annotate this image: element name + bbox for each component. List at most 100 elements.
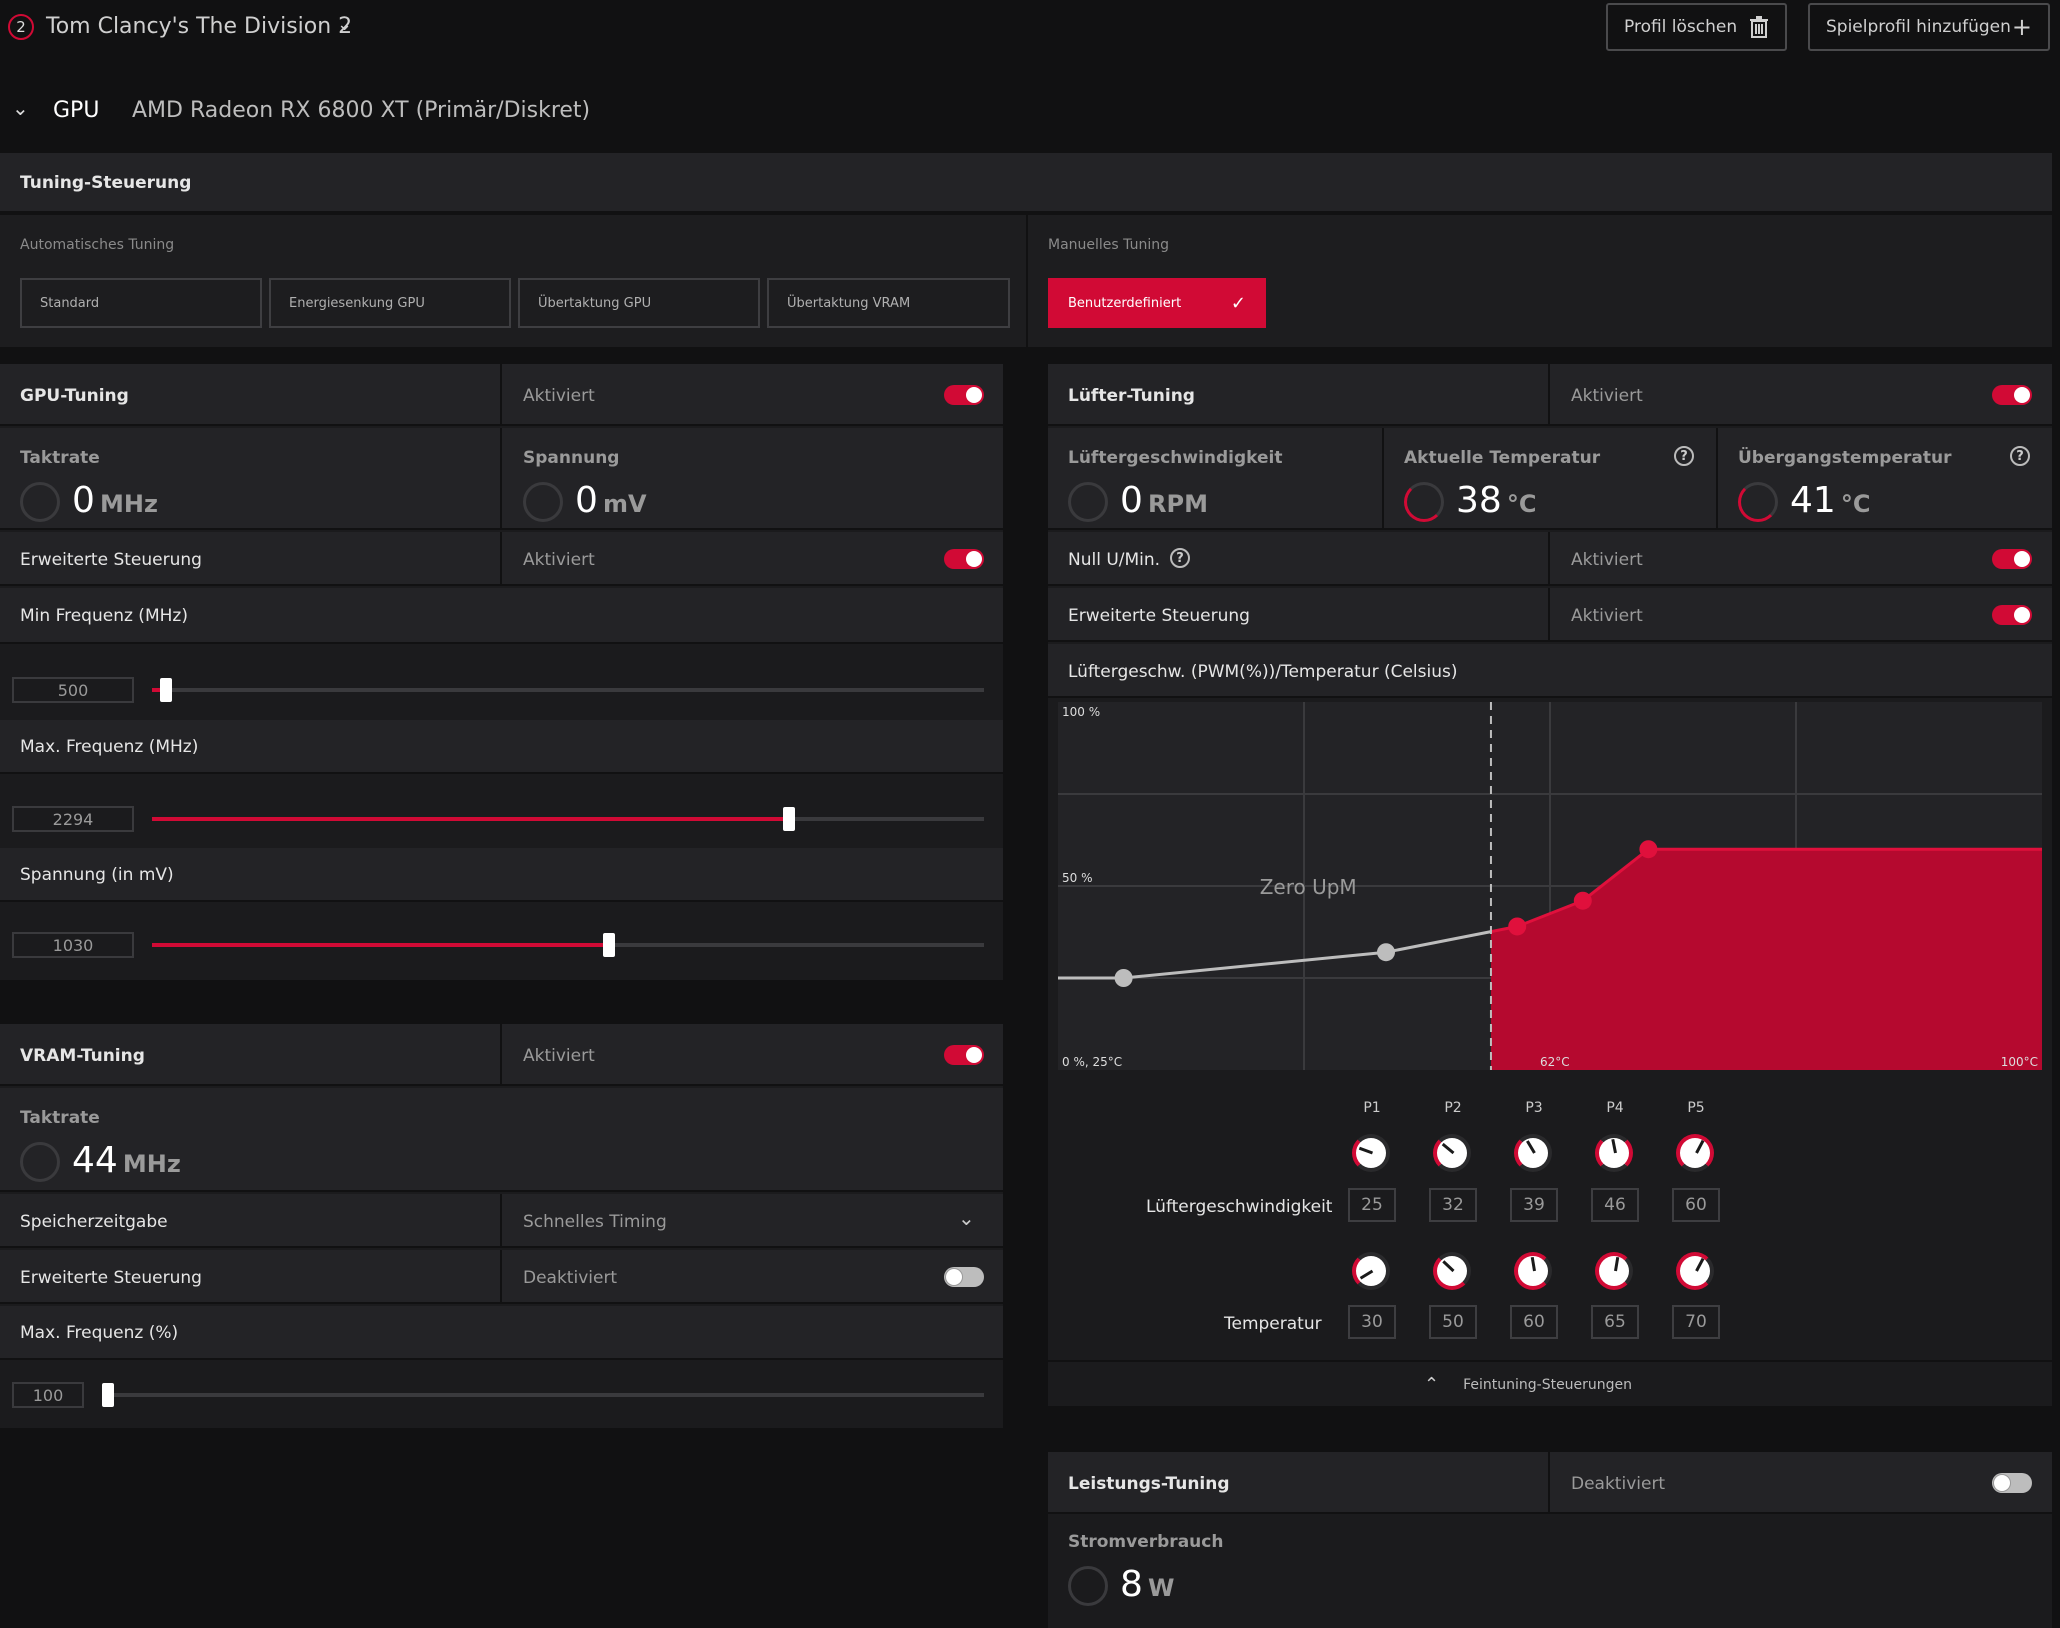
power-tuning-panel: Leistungs-Tuning Deaktiviert Stromverbra… bbox=[1048, 1452, 2052, 1628]
memory-timing-chevron-icon[interactable]: ⌄ bbox=[958, 1206, 975, 1230]
temp-row-label: Temperatur bbox=[1224, 1314, 1322, 1334]
memory-timing-label: Speicherzeitgabe bbox=[20, 1212, 168, 1232]
junction-temp-help-icon[interactable]: ? bbox=[2010, 446, 2030, 466]
gpu-clock-gauge-icon bbox=[20, 482, 60, 522]
preset-overclock-vram-button[interactable]: Übertaktung VRAM bbox=[767, 278, 1010, 328]
temp-knob-p3[interactable] bbox=[1514, 1252, 1552, 1290]
curve-point-p5[interactable] bbox=[1639, 840, 1658, 859]
speed-knob-p5[interactable] bbox=[1676, 1134, 1714, 1172]
max-freq-slider[interactable] bbox=[152, 806, 984, 832]
preset-power-saving-button[interactable]: Energiesenkung GPU bbox=[269, 278, 511, 328]
vram-clock-value: 44 bbox=[72, 1140, 118, 1181]
manual-tuning-label: Manuelles Tuning bbox=[1048, 237, 1169, 253]
preset-custom-label: Benutzerdefiniert bbox=[1068, 295, 1182, 311]
zero-rpm-help-icon[interactable]: ? bbox=[1170, 548, 1190, 568]
speed-knob-p4[interactable] bbox=[1595, 1134, 1633, 1172]
fan-speed-label: Lüftergeschwindigkeit bbox=[1068, 448, 1283, 468]
vram-advanced-toggle[interactable] bbox=[944, 1267, 984, 1287]
power-tuning-title: Leistungs-Tuning bbox=[1068, 1474, 1230, 1494]
vram-tuning-toggle[interactable] bbox=[944, 1045, 984, 1065]
curve-point-p1[interactable] bbox=[1114, 969, 1133, 987]
junction-temp-gauge-icon bbox=[1738, 482, 1778, 522]
temp-value-p4[interactable]: 65 bbox=[1591, 1305, 1639, 1339]
vram-max-freq-label: Max. Frequenz (%) bbox=[20, 1323, 179, 1343]
vram-tuning-title: VRAM-Tuning bbox=[20, 1046, 145, 1066]
delete-profile-button[interactable]: Profil löschen bbox=[1606, 3, 1787, 51]
curve-point-p2[interactable] bbox=[1377, 943, 1395, 962]
temp-value-p3[interactable]: 60 bbox=[1510, 1305, 1558, 1339]
vram-max-freq-input[interactable]: 100 bbox=[12, 1382, 84, 1408]
gpu-label: GPU bbox=[53, 98, 100, 123]
voltage-slider[interactable] bbox=[152, 932, 984, 958]
voltage-input[interactable]: 1030 bbox=[12, 932, 134, 958]
add-game-profile-button[interactable]: Spielprofil hinzufügen + bbox=[1808, 3, 2050, 51]
min-freq-slider-thumb[interactable] bbox=[160, 678, 172, 702]
power-tuning-toggle[interactable] bbox=[1992, 1473, 2032, 1493]
y-mid-label: 50 % bbox=[1062, 871, 1093, 885]
max-freq-input[interactable]: 2294 bbox=[12, 806, 134, 832]
vram-max-freq-slider-thumb[interactable] bbox=[102, 1383, 114, 1407]
current-temp-value: 38 bbox=[1456, 480, 1502, 521]
gpu-tuning-panel: GPU-Tuning Aktiviert Taktrate 0 MHz Span… bbox=[0, 364, 1003, 980]
zero-rpm-toggle[interactable] bbox=[1992, 549, 2032, 569]
speed-row-label: Lüftergeschwindigkeit bbox=[1146, 1197, 1333, 1217]
gpu-name: AMD Radeon RX 6800 XT (Primär/Diskret) bbox=[132, 98, 591, 123]
vram-advanced-state: Deaktiviert bbox=[523, 1268, 618, 1288]
tuning-control-header: Tuning-Steuerung bbox=[0, 153, 2052, 213]
junction-temp-label: Übergangstemperatur bbox=[1738, 448, 1952, 468]
temp-knob-p2[interactable] bbox=[1433, 1252, 1471, 1290]
memory-timing-select[interactable]: Schnelles Timing bbox=[523, 1212, 667, 1232]
curve-point-p3[interactable] bbox=[1508, 917, 1527, 936]
temp-value-p2[interactable]: 50 bbox=[1429, 1305, 1477, 1339]
fan-curve-chart[interactable]: 100 % 50 % 0 %, 25°C 62°C 100°C Zero UpM bbox=[1058, 702, 2042, 1074]
fan-curve-title: Lüftergeschw. (PWM(%))/Temperatur (Celsi… bbox=[1068, 662, 1458, 682]
junction-temp-unit: °C bbox=[1840, 490, 1871, 518]
min-freq-input[interactable]: 500 bbox=[12, 677, 134, 703]
gpu-clock-value: 0 bbox=[72, 480, 95, 521]
chevron-down-icon[interactable]: ⌄ bbox=[337, 14, 353, 35]
fan-speed-gauge-icon bbox=[1068, 482, 1108, 522]
zero-rpm-state: Aktiviert bbox=[1571, 550, 1643, 570]
gpu-clock-unit: MHz bbox=[100, 490, 158, 518]
speed-value-p4[interactable]: 46 bbox=[1591, 1188, 1639, 1222]
speed-knob-p2[interactable] bbox=[1433, 1134, 1471, 1172]
temp-value-p1[interactable]: 30 bbox=[1348, 1305, 1396, 1339]
voltage-slider-thumb[interactable] bbox=[603, 933, 615, 957]
gpu-advanced-toggle[interactable] bbox=[944, 549, 984, 569]
vram-clock-gauge-icon bbox=[20, 1142, 60, 1182]
preset-overclock-gpu-button[interactable]: Übertaktung GPU bbox=[518, 278, 760, 328]
point-label-4: P4 bbox=[1606, 1100, 1624, 1116]
game-title[interactable]: Tom Clancy's The Division 2 bbox=[46, 14, 353, 39]
preset-custom-button[interactable]: Benutzerdefiniert ✓ bbox=[1048, 278, 1266, 328]
gpu-advanced-state: Aktiviert bbox=[523, 550, 595, 570]
vram-max-freq-slider[interactable] bbox=[102, 1382, 984, 1408]
fan-tuning-toggle[interactable] bbox=[1992, 385, 2032, 405]
max-freq-slider-thumb[interactable] bbox=[783, 807, 795, 831]
speed-value-p3[interactable]: 39 bbox=[1510, 1188, 1558, 1222]
collapse-chevron-icon[interactable]: ⌄ bbox=[12, 96, 29, 120]
min-freq-slider[interactable] bbox=[152, 677, 984, 703]
power-draw-label: Stromverbrauch bbox=[1068, 1532, 1224, 1552]
fan-tuning-title: Lüfter-Tuning bbox=[1068, 386, 1195, 406]
speed-value-p2[interactable]: 32 bbox=[1429, 1188, 1477, 1222]
origin-label: 0 %, 25°C bbox=[1062, 1055, 1122, 1069]
temp-value-p5[interactable]: 70 bbox=[1672, 1305, 1720, 1339]
temp-knob-p4[interactable] bbox=[1595, 1252, 1633, 1290]
curve-point-p4[interactable] bbox=[1573, 891, 1592, 910]
speed-value-p1[interactable]: 25 bbox=[1348, 1188, 1396, 1222]
fan-advanced-toggle[interactable] bbox=[1992, 605, 2032, 625]
current-temp-help-icon[interactable]: ? bbox=[1674, 446, 1694, 466]
fine-tuning-toggle[interactable]: ⌃ Feintuning-Steuerungen bbox=[1424, 1374, 1632, 1395]
speed-knob-p3[interactable] bbox=[1514, 1134, 1552, 1172]
fan-advanced-label: Erweiterte Steuerung bbox=[1068, 606, 1250, 626]
temp-knob-p1[interactable] bbox=[1352, 1252, 1390, 1290]
gpu-tuning-toggle[interactable] bbox=[944, 385, 984, 405]
speed-knob-p1[interactable] bbox=[1352, 1134, 1390, 1172]
delete-profile-label: Profil löschen bbox=[1624, 17, 1738, 37]
speed-value-p5[interactable]: 60 bbox=[1672, 1188, 1720, 1222]
preset-standard-button[interactable]: Standard bbox=[20, 278, 262, 328]
zero-rpm-zone-label: Zero UpM bbox=[1260, 875, 1357, 899]
vram-clock-unit: MHz bbox=[122, 1150, 181, 1178]
temp-knob-p5[interactable] bbox=[1676, 1252, 1714, 1290]
plus-icon: + bbox=[2011, 13, 2032, 41]
